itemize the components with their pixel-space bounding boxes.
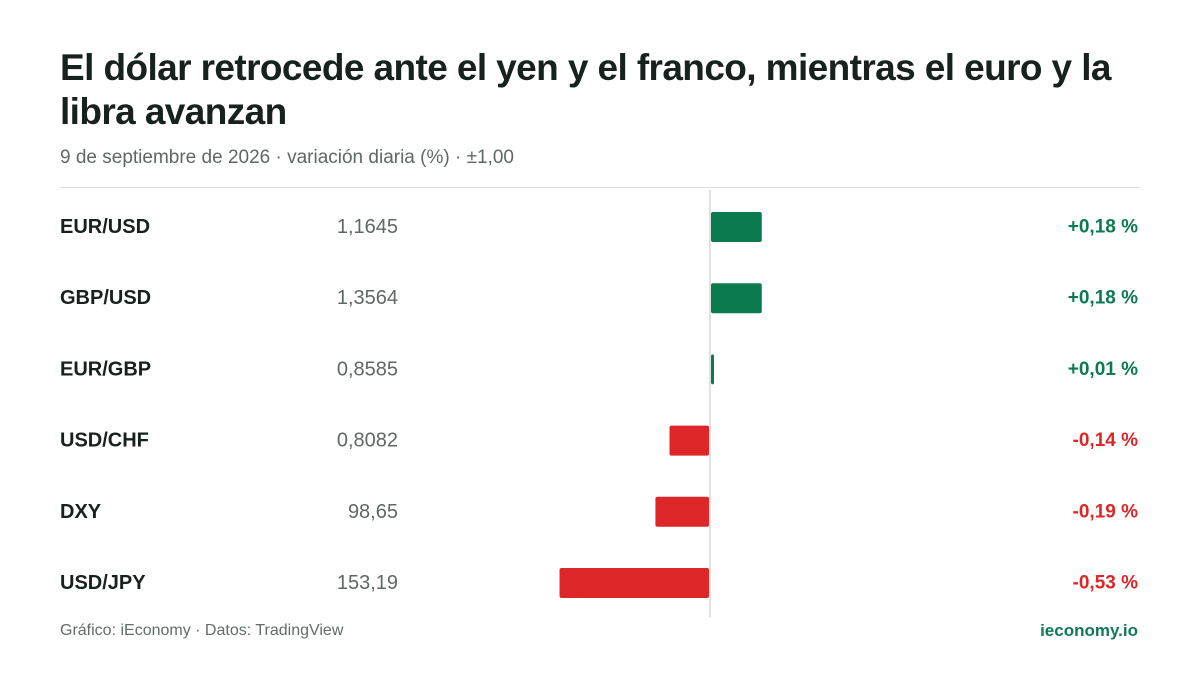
- brand-link[interactable]: ieconomy.io: [1040, 621, 1138, 640]
- bar: [559, 568, 709, 598]
- price-label: 1,1645: [337, 216, 398, 238]
- chart-title: El dólar retrocede ante el yen y el fran…: [60, 47, 1111, 132]
- price-label: 0,8585: [337, 358, 398, 380]
- category-label: EUR/USD: [60, 216, 150, 238]
- price-label: 1,3564: [337, 287, 398, 309]
- value-label: -0,14 %: [1073, 430, 1139, 451]
- source-credit: Gráfico: iEconomy · Datos: TradingView: [60, 622, 344, 639]
- bar: [711, 283, 762, 314]
- price-label: 0,8082: [337, 430, 398, 452]
- category-label: GBP/USD: [60, 287, 151, 309]
- category-label: DXY: [60, 501, 102, 523]
- bar: [711, 212, 762, 242]
- value-label: +0,01 %: [1068, 359, 1138, 380]
- price-label: 153,19: [337, 572, 398, 594]
- bar: [711, 354, 714, 385]
- value-label: -0,53 %: [1073, 573, 1139, 594]
- value-label: -0,19 %: [1073, 501, 1139, 522]
- category-label: USD/JPY: [60, 572, 146, 594]
- chart-subtitle: 9 de septiembre de 2026 · variación diar…: [60, 147, 514, 168]
- header-divider: [60, 187, 1140, 188]
- category-label: EUR/GBP: [60, 358, 151, 380]
- bar: [669, 425, 709, 456]
- price-label: 98,65: [348, 501, 398, 523]
- value-label: +0,18 %: [1068, 288, 1138, 309]
- bar: [655, 496, 709, 527]
- value-label: +0,18 %: [1068, 217, 1138, 238]
- category-label: USD/CHF: [60, 430, 149, 452]
